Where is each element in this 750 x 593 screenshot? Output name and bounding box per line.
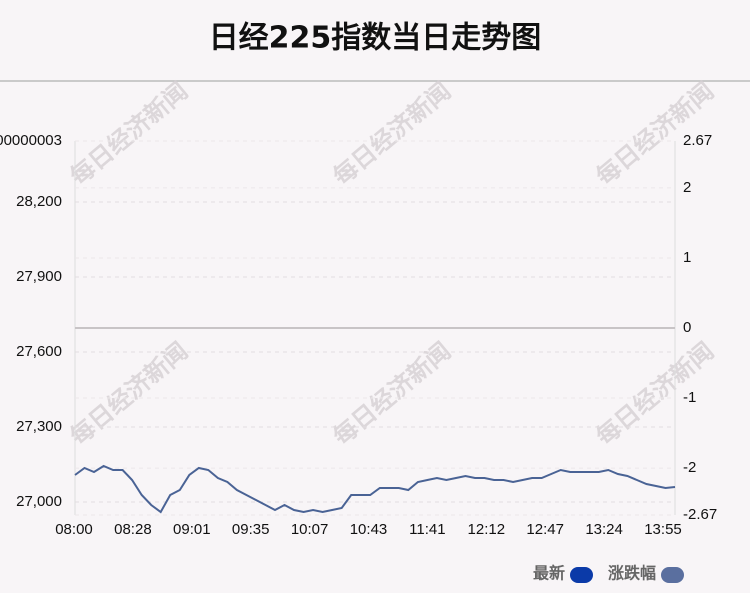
y2-tick-label: -2.67: [683, 506, 717, 523]
price-line: [74, 464, 676, 514]
x-tick-label: 12:12: [468, 521, 506, 538]
legend-label: 涨跌幅: [608, 564, 656, 583]
chart-title: 日经225指数当日走势图: [209, 21, 542, 56]
x-tick-label: 12:47: [526, 521, 564, 538]
x-tick-label: 10:43: [350, 521, 388, 538]
x-tick-label: 09:35: [232, 521, 270, 538]
x-tick-label: 13:24: [585, 521, 623, 538]
y-tick-label: 27,300: [16, 418, 62, 435]
y-tick-label: 27,600: [16, 343, 62, 360]
x-tick-label: 13:55: [644, 521, 682, 538]
watermark: 每日经济新闻: [590, 336, 719, 451]
legend-swatch: [570, 567, 593, 583]
watermark: 每日经济新闻: [327, 336, 456, 451]
y-tick-label: 28,444.0000000003: [0, 132, 62, 149]
y2-tick-label: -1: [683, 389, 696, 406]
y2-tick-label: 0: [683, 319, 691, 336]
x-tick-label: 11:41: [409, 521, 445, 538]
y-tick-label: 28,200: [16, 193, 62, 210]
y-tick-label: 27,000: [16, 493, 62, 510]
x-tick-label: 08:28: [114, 521, 152, 538]
y2-tick-label: 1: [683, 249, 691, 266]
watermark: 每日经济新闻: [327, 76, 456, 191]
y-tick-label: 27,900: [16, 268, 62, 285]
watermark: 每日经济新闻: [64, 76, 193, 191]
x-tick-label: 08:00: [55, 521, 93, 538]
y2-tick-label: 2: [683, 179, 691, 196]
x-tick-label: 09:01: [173, 521, 211, 538]
y2-tick-label: -2: [683, 459, 696, 476]
watermark: 每日经济新闻: [64, 336, 193, 451]
x-tick-label: 10:07: [291, 521, 329, 538]
y2-tick-label: 2.67: [683, 132, 712, 149]
legend-swatch: [661, 567, 684, 583]
legend-label: 最新: [533, 564, 565, 583]
